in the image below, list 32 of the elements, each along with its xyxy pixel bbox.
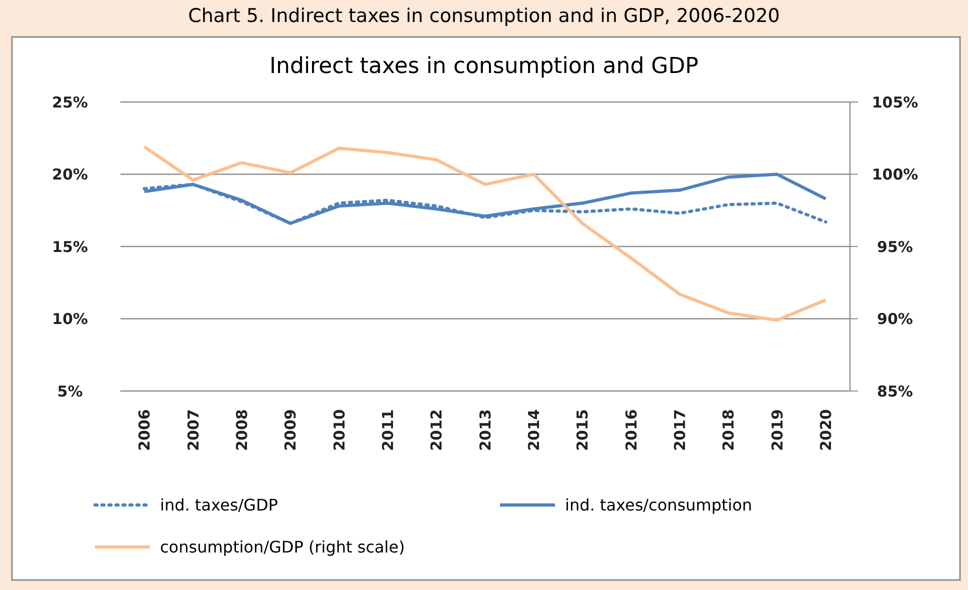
x-tick-label: 2006 bbox=[136, 409, 154, 451]
y2-tick-label: 90% bbox=[877, 310, 913, 328]
y-tick-label: 15% bbox=[52, 238, 88, 256]
x-tick-label: 2012 bbox=[428, 409, 446, 451]
y2-tick-label: 95% bbox=[877, 238, 913, 256]
y-tick-label: 5% bbox=[57, 382, 83, 400]
y2-tick-label: 100% bbox=[872, 166, 918, 184]
y2-tick-label: 85% bbox=[877, 382, 913, 400]
x-tick-label: 2015 bbox=[574, 409, 592, 451]
x-tick-label: 2018 bbox=[720, 409, 738, 451]
chart-subtitle: Chart 5. Indirect taxes in consumption and in GDP, 2006-2020 bbox=[188, 5, 780, 27]
x-tick-label: 2011 bbox=[378, 409, 397, 451]
x-tick-label: 2009 bbox=[282, 409, 300, 451]
x-tick-label: 2007 bbox=[184, 409, 202, 451]
x-tick-label: 2020 bbox=[816, 409, 835, 451]
y-tick-label: 25% bbox=[52, 93, 88, 112]
line-series bbox=[142, 172, 828, 225]
y-tick-label: 10% bbox=[52, 310, 88, 328]
x-tick-label: 2016 bbox=[622, 409, 640, 451]
x-tick-label: 2019 bbox=[768, 409, 786, 451]
x-tick-label: 2010 bbox=[330, 409, 348, 451]
x-tick-label: 2013 bbox=[476, 409, 494, 451]
x-tick-label: 2017 bbox=[670, 409, 689, 451]
legend-label: consumption/GDP (right scale) bbox=[160, 538, 405, 557]
y2-tick-label: 105% bbox=[872, 93, 918, 112]
x-tick-label: 2008 bbox=[232, 409, 251, 451]
x-tick-label: 2014 bbox=[524, 409, 543, 451]
legend-label: ind. taxes/consumption bbox=[565, 496, 752, 515]
line-series bbox=[142, 145, 828, 322]
y-tick-label: 20% bbox=[52, 166, 88, 184]
chart-title: Indirect taxes in consumption and GDP bbox=[270, 54, 698, 79]
legend-label: ind. taxes/GDP bbox=[160, 496, 278, 515]
